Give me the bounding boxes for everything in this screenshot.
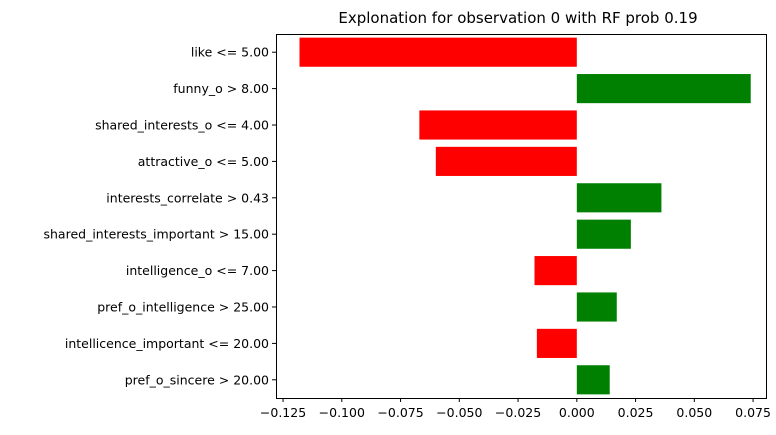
x-tick-label: −0.050 bbox=[436, 405, 482, 420]
y-axis-ticks: like <= 5.00 funny_o > 8.00 shared_interes… bbox=[43, 45, 276, 387]
chart-title: Explonation for observation 0 with RF pr… bbox=[338, 9, 697, 27]
y-tick-label: like <= 5.00 bbox=[191, 45, 269, 60]
x-tick-label: 0.075 bbox=[735, 405, 771, 420]
x-tick-label: −0.075 bbox=[377, 405, 423, 420]
bar bbox=[576, 292, 617, 322]
y-tick-label: interests_correlate > 0.43 bbox=[106, 190, 269, 205]
x-tick-label: 0.000 bbox=[559, 405, 595, 420]
y-tick-label: pref_o_sincere > 20.00 bbox=[125, 372, 269, 387]
x-tick-label: −0.025 bbox=[495, 405, 541, 420]
y-tick-label: shared_interests_important > 15.00 bbox=[43, 227, 269, 242]
y-tick-label: attractive_o <= 5.00 bbox=[138, 154, 269, 169]
bar bbox=[534, 256, 577, 286]
x-tick-label: 0.050 bbox=[676, 405, 712, 420]
y-tick-label: pref_o_intelligence > 25.00 bbox=[97, 300, 269, 315]
bar bbox=[576, 219, 631, 249]
bar bbox=[419, 110, 577, 140]
x-tick-label: −0.125 bbox=[260, 405, 306, 420]
bar bbox=[576, 74, 751, 104]
bar bbox=[435, 146, 577, 176]
x-axis-ticks: −0.125 −0.100 −0.075 −0.050 −0.025 0.000 0.025… bbox=[260, 398, 771, 420]
y-tick-label: funny_o > 8.00 bbox=[173, 81, 269, 96]
y-tick-label: intelligence_o <= 7.00 bbox=[126, 263, 269, 278]
y-tick-label: intellicence_important <= 20.00 bbox=[65, 336, 269, 351]
bar bbox=[536, 328, 577, 358]
x-tick-label: 0.025 bbox=[618, 405, 654, 420]
x-tick-label: −0.100 bbox=[319, 405, 365, 420]
bars-group bbox=[299, 37, 751, 395]
bar bbox=[299, 37, 577, 67]
bar bbox=[576, 183, 662, 213]
y-tick-label: shared_interests_o <= 4.00 bbox=[95, 118, 269, 133]
plot-frame bbox=[276, 34, 767, 399]
bar bbox=[576, 365, 610, 395]
